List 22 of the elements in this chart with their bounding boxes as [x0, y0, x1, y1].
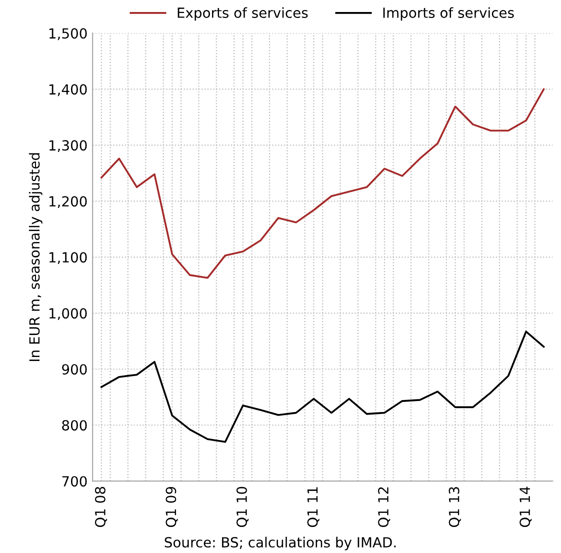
y-tick-label: 1,200	[49, 196, 87, 208]
x-tick-label: Q1 11	[307, 487, 320, 528]
x-tick-label: Q1 10	[236, 486, 249, 528]
y-tick-label: 800	[62, 420, 87, 431]
y-tick-label: 1,000	[49, 308, 87, 320]
line-series	[100, 88, 545, 279]
y-tick-label: 1,100	[49, 252, 87, 264]
y-tick-label: 1,300	[49, 140, 87, 152]
legend-label: Imports of services	[383, 7, 514, 21]
y-tick-label: 700	[62, 476, 87, 487]
x-tick-label: Q1 09	[166, 486, 178, 528]
y-tick-label: 1,400	[49, 84, 87, 96]
legend-label: Exports of services	[178, 7, 308, 21]
x-tick-label: Q1 14	[520, 486, 532, 528]
y-tick-label: 1,500	[49, 28, 87, 40]
y-tick-label: 900	[62, 364, 87, 375]
x-tick-label: Q1 08	[94, 486, 108, 528]
line-series	[100, 330, 545, 443]
x-tick-label: Q1 13	[448, 487, 461, 528]
x-tick-label: Q1 12	[378, 487, 390, 528]
y-axis-title: In EUR m, seasonally adjusted	[28, 153, 42, 361]
source-note: Source: BS; calculations by IMAD.	[164, 536, 396, 550]
